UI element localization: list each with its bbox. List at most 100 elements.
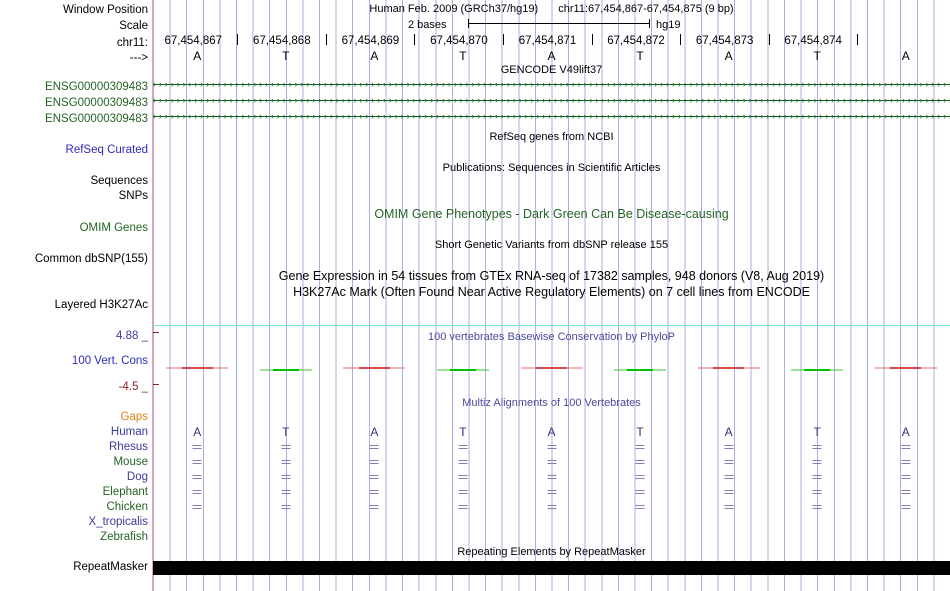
sequence-base: T: [636, 49, 644, 63]
multiz-gap-mark: [901, 445, 911, 449]
refseq-title: RefSeq genes from NCBI: [489, 131, 614, 143]
species-label-mouse[interactable]: Mouse: [113, 456, 148, 468]
conservation-bar: [343, 367, 406, 369]
ruler-tick: [414, 34, 416, 45]
conservation-bar: [259, 369, 312, 371]
snps-label[interactable]: SNPs: [118, 190, 148, 202]
ruler-tick: [680, 34, 682, 45]
multiz-gap-mark: [458, 475, 468, 479]
ruler-tick: [325, 34, 327, 45]
conservation-bar: [697, 367, 760, 369]
gene-label-3[interactable]: ENSG00000309483: [45, 113, 148, 125]
window-position-label: Window Position: [62, 4, 148, 16]
conservation-bar: [166, 367, 229, 369]
ruler-position: 67,454,870: [430, 35, 488, 47]
multiz-gap-mark: [547, 475, 556, 479]
sequences-label[interactable]: Sequences: [90, 175, 148, 187]
species-label-zebrafish[interactable]: Zebrafish: [100, 531, 148, 543]
gene-row-2[interactable]: ››››››››››››››››››››››››››››››››››››››››…: [153, 95, 950, 105]
ruler-position: 67,454,867: [164, 35, 223, 47]
repeatmasker-title: Repeating Elements by RepeatMasker: [457, 546, 646, 558]
multiz-gap-mark: [724, 460, 734, 464]
sequence-base: A: [370, 49, 379, 63]
gencode-title: GENCODE V49lift37: [500, 64, 603, 76]
multiz-human-base: A: [901, 425, 910, 439]
publications-title: Publications: Sequences in Scientific Ar…: [442, 162, 661, 174]
conservation-label[interactable]: 100 Vert. Cons: [71, 355, 148, 367]
multiz-gap-mark: [812, 475, 822, 479]
repeatmasker-bar[interactable]: [153, 561, 950, 575]
multiz-gap-mark: [812, 445, 822, 449]
gene-label-1[interactable]: ENSG00000309483: [45, 81, 148, 93]
ruler-position: 67,454,868: [253, 35, 311, 47]
multiz-gap-mark: [901, 460, 911, 464]
omim-genes-label[interactable]: OMIM Genes: [79, 222, 148, 234]
multiz-gap-mark: [192, 475, 202, 479]
multiz-title: Multiz Alignments of 100 Vertebrates: [462, 397, 641, 409]
multiz-gap-mark: [458, 505, 468, 509]
scale-bases-text: 2 bases: [408, 19, 447, 31]
multiz-gap-mark: [547, 490, 556, 494]
species-label-chicken[interactable]: Chicken: [106, 501, 148, 513]
scale-db-text: hg19: [656, 19, 681, 31]
refseq-curated-label[interactable]: RefSeq Curated: [65, 144, 148, 156]
ruler-tick: [857, 34, 859, 45]
species-label-rhesus[interactable]: Rhesus: [109, 441, 148, 453]
multiz-gap-mark: [369, 505, 379, 509]
conservation-title: 100 vertebrates Basewise Conservation by…: [427, 331, 676, 343]
multiz-gap-mark: [812, 490, 822, 494]
ruler-tick: [768, 34, 770, 45]
sequence-base: T: [282, 49, 290, 63]
species-label-elephant[interactable]: Elephant: [102, 486, 148, 498]
multiz-gap-mark: [192, 505, 202, 509]
gaps-label[interactable]: Gaps: [120, 411, 149, 423]
conservation-max-value: 4.88 _: [116, 330, 148, 342]
ruler-tick: [502, 34, 504, 45]
common-dbsnp-label[interactable]: Common dbSNP(155): [34, 253, 148, 265]
multiz-human-base: A: [370, 425, 379, 439]
conservation-top-line: [153, 325, 950, 326]
multiz-gap-mark: [547, 445, 556, 449]
ruler-position: 67,454,869: [341, 35, 400, 47]
multiz-human-base: A: [193, 425, 202, 439]
gene-row-3[interactable]: ››››››››››››››››››››››››››››››››››››››››…: [153, 111, 950, 121]
strand-label: --->: [129, 52, 148, 64]
species-label-human[interactable]: Human: [110, 426, 148, 438]
multiz-gap-mark: [458, 490, 468, 494]
conservation-bar: [614, 369, 667, 371]
multiz-gap-mark: [281, 490, 291, 494]
multiz-gap-mark: [458, 460, 468, 464]
scale-bar: [468, 19, 650, 28]
gene-row-1[interactable]: ››››››››››››››››››››››››››››››››››››››››…: [153, 79, 950, 89]
multiz-gap-mark: [635, 505, 645, 509]
multiz-gap-mark: [281, 475, 291, 479]
multiz-gap-mark: [192, 445, 202, 449]
multiz-gap-mark: [281, 505, 291, 509]
conservation-min-value: -4.5 _: [118, 381, 148, 393]
multiz-gap-mark: [281, 460, 291, 464]
species-label-dog[interactable]: Dog: [126, 471, 148, 483]
multiz-gap-mark: [812, 505, 822, 509]
multiz-gap-mark: [369, 475, 379, 479]
multiz-gap-mark: [724, 445, 734, 449]
multiz-human-base: A: [724, 425, 733, 439]
multiz-gap-mark: [369, 445, 379, 449]
multiz-human-base: T: [459, 425, 467, 439]
conservation-bar: [436, 369, 489, 371]
repeatmasker-label[interactable]: RepeatMasker: [73, 561, 148, 573]
panel-divider: [152, 0, 153, 591]
multiz-gap-mark: [635, 475, 645, 479]
ruler-position: 67,454,872: [607, 35, 665, 47]
multiz-gap-mark: [724, 505, 734, 509]
sequence-base: A: [193, 49, 202, 63]
multiz-gap-mark: [901, 490, 911, 494]
multiz-gap-mark: [281, 445, 291, 449]
multiz-gap-mark: [458, 445, 468, 449]
multiz-gap-mark: [547, 460, 556, 464]
multiz-gap-mark: [635, 460, 645, 464]
h3k27ac-title: H3K27Ac Mark (Often Found Near Active Re…: [293, 285, 810, 299]
layered-h3k27ac-label[interactable]: Layered H3K27Ac: [54, 299, 148, 311]
gene-label-2[interactable]: ENSG00000309483: [45, 97, 148, 109]
species-label-x-tropicalis[interactable]: X_tropicalis: [88, 516, 148, 528]
omim-title: OMIM Gene Phenotypes - Dark Green Can Be…: [374, 207, 729, 221]
